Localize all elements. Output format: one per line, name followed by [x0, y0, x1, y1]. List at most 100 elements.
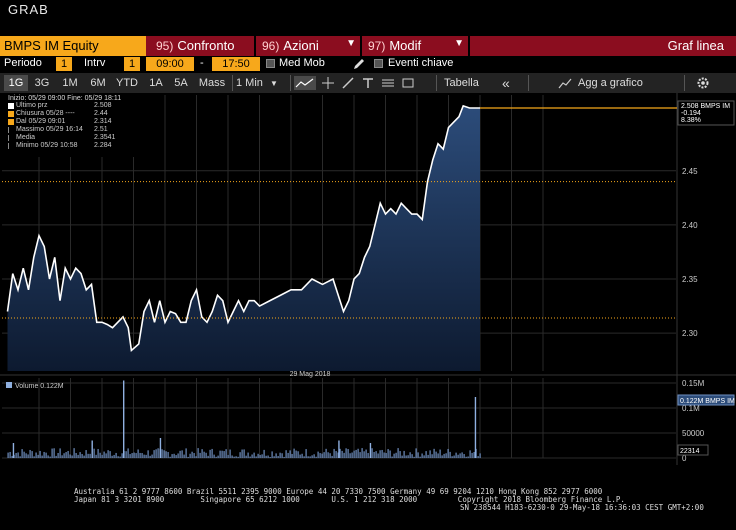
legend-swatch — [8, 127, 14, 133]
interval-input[interactable]: 1 — [124, 57, 140, 71]
price-axis-panel — [677, 95, 736, 371]
legend-label: Massimo 05/29 16:14 — [16, 126, 83, 133]
volume-bar — [231, 455, 233, 458]
volume-bar — [67, 450, 69, 458]
gear-icon[interactable] — [696, 76, 710, 90]
ticker-field[interactable]: BMPS IM Equity — [0, 36, 146, 56]
collapse-button[interactable]: « — [502, 75, 510, 91]
add-to-chart-button[interactable]: Agg a grafico — [578, 77, 643, 89]
tab-6m[interactable]: 6M — [90, 77, 106, 89]
shape-tool-icon[interactable] — [402, 77, 414, 89]
azioni-button[interactable]: 96) Azioni ▼ — [256, 36, 360, 56]
legend-row-last: Ultimo prz 2.508 — [6, 102, 141, 110]
volume-bar — [15, 453, 17, 458]
annotation-icon[interactable] — [342, 77, 354, 89]
volume-bar — [239, 452, 241, 458]
confronto-button[interactable]: 95) Confronto — [150, 36, 255, 56]
volume-bar — [291, 453, 293, 458]
volume-bar — [245, 455, 247, 458]
volume-bar — [423, 455, 425, 458]
volume-bar — [99, 452, 101, 458]
time-to-input[interactable]: 17:50 — [212, 57, 260, 71]
tab-mass[interactable]: Mass — [198, 77, 226, 89]
table-button[interactable]: Tabella — [444, 77, 479, 89]
period-label: Periodo — [4, 57, 42, 69]
chart-canvas[interactable]: 2.302.352.402.4509:3010:0010:3011:0011:3… — [0, 93, 736, 477]
tab-1a[interactable]: 1A — [149, 77, 163, 89]
fibonacci-icon[interactable] — [382, 77, 394, 89]
price-line — [6, 104, 480, 353]
volume-bar — [289, 450, 291, 458]
volume-bar — [197, 448, 199, 458]
text-tool-icon[interactable] — [362, 77, 374, 89]
volume-bar — [409, 452, 411, 458]
volume-bar — [391, 456, 393, 458]
confronto-number: 95) — [156, 39, 174, 53]
volume-bar — [97, 449, 99, 458]
window-titlebar: GRAB — [0, 0, 736, 36]
legend-label: Minimo 05/29 10:58 — [16, 142, 78, 149]
volume-bar — [93, 448, 95, 458]
pencil-icon[interactable] — [352, 58, 366, 71]
tab-3g[interactable]: 3G — [34, 77, 50, 89]
volume-bar — [305, 449, 307, 458]
tab-ytd[interactable]: YTD — [116, 77, 138, 89]
interval-dropdown[interactable]: 1 Min ▼ — [236, 75, 288, 91]
chart-type-label[interactable]: Graf linea — [667, 38, 724, 53]
volume-bar — [365, 449, 367, 458]
line-chart-icon[interactable] — [294, 76, 316, 90]
volume-bar — [77, 454, 79, 458]
volume-bar — [333, 448, 335, 458]
volume-bar — [139, 452, 141, 458]
crosshair-icon[interactable] — [322, 77, 334, 89]
volume-bar — [183, 454, 185, 458]
volume-bar — [379, 450, 381, 458]
volume-bar — [59, 448, 61, 458]
volume-bar — [25, 453, 27, 458]
volume-bar — [241, 449, 243, 458]
volume-bar — [313, 454, 315, 458]
volume-bar — [473, 452, 475, 458]
med-mob-checkbox[interactable] — [266, 59, 275, 68]
events-label: Eventi chiave — [388, 57, 454, 69]
period-input[interactable]: 1 — [56, 57, 72, 71]
modif-button[interactable]: 97) Modif ▼ — [362, 36, 468, 56]
tab-1g[interactable]: 1G — [4, 75, 28, 91]
volume-bar — [37, 454, 39, 458]
modif-number: 97) — [368, 39, 386, 53]
legend-value: 2.314 — [94, 118, 112, 125]
volume-bar — [195, 456, 197, 458]
med-mob-label: Med Mob — [279, 57, 325, 69]
volume-bar — [431, 454, 433, 458]
volume-bar — [275, 453, 277, 458]
volume-bar — [375, 451, 377, 458]
volume-bar — [469, 450, 471, 458]
volume-bar — [331, 455, 333, 458]
tab-5a[interactable]: 5A — [174, 77, 188, 89]
volume-tick-label: 0.15M — [682, 379, 705, 388]
y-tick-label: 2.45 — [682, 167, 698, 176]
separator — [468, 36, 470, 56]
tab-1m[interactable]: 1M — [62, 77, 78, 89]
volume-bar — [137, 449, 139, 458]
volume-bar — [23, 451, 25, 458]
volume-bar — [35, 452, 37, 458]
volume-bar — [181, 450, 183, 458]
volume-bar — [269, 456, 271, 458]
volume-bar — [349, 453, 351, 458]
volume-bar — [117, 456, 119, 458]
legend-header: Inizio: 05/29 09:00 Fine: 05/29 18:11 — [8, 95, 122, 102]
legend-value: 2.44 — [94, 110, 108, 117]
volume-bar — [215, 456, 217, 458]
volume-bar — [81, 454, 83, 458]
events-checkbox[interactable] — [374, 59, 383, 68]
volume-bar — [381, 449, 383, 458]
volume-bar — [101, 454, 103, 458]
volume-legend-swatch — [6, 382, 12, 388]
volume-bar — [403, 450, 405, 458]
legend-swatch — [8, 119, 14, 125]
volume-bar — [169, 456, 171, 458]
volume-bar — [474, 397, 477, 458]
time-from-input[interactable]: 09:00 — [146, 57, 194, 71]
volume-bar — [151, 454, 153, 458]
